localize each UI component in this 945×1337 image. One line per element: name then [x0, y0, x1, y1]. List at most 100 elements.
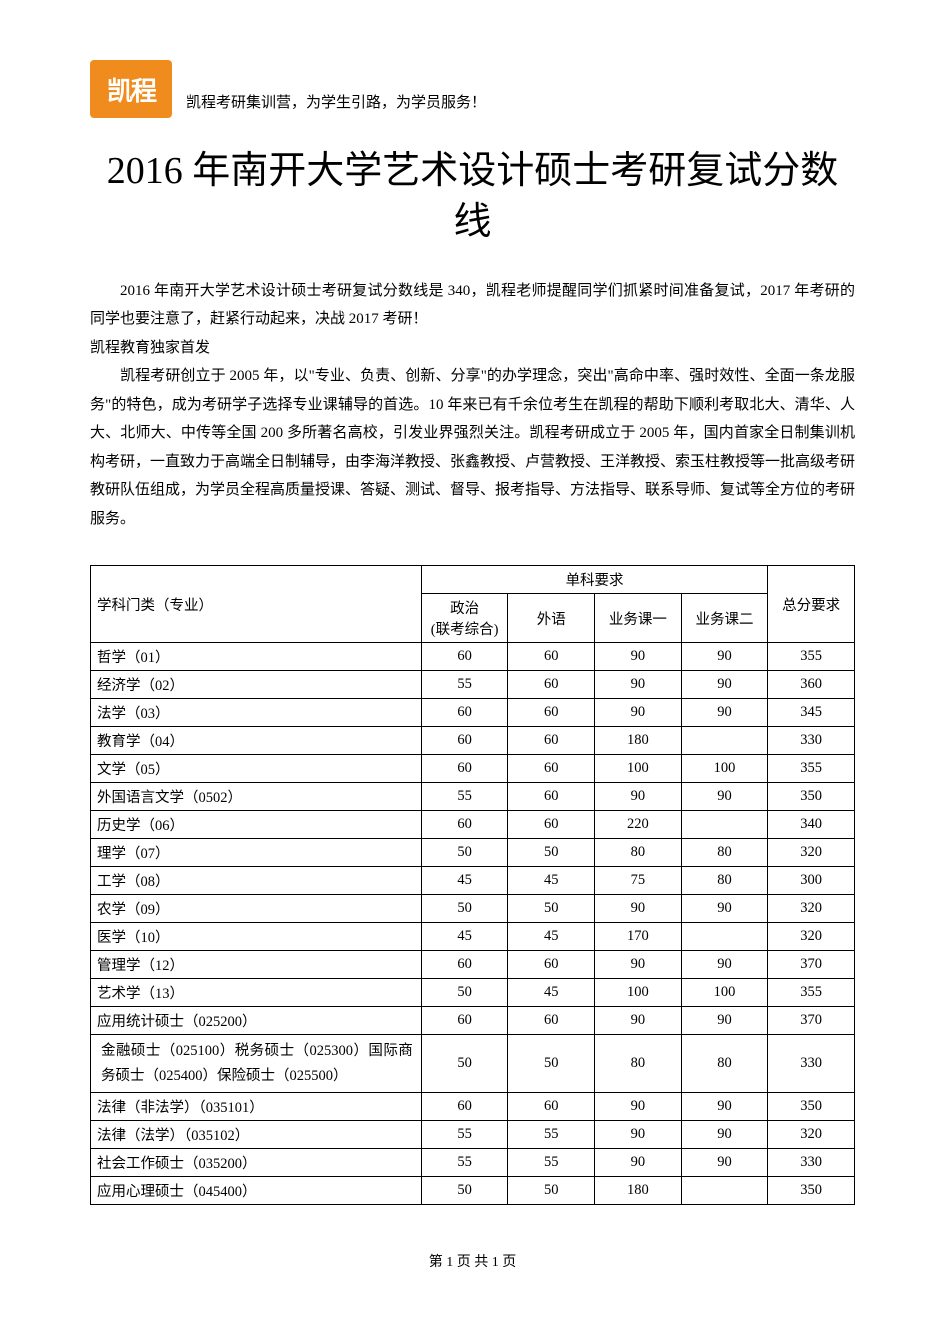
cell-total: 330	[768, 1149, 855, 1177]
table-row: 金融硕士（025100）税务硕士（025300）国际商务硕士（025400）保险…	[91, 1035, 855, 1093]
cell-c2: 60	[508, 1093, 595, 1121]
cell-c1: 50	[421, 895, 508, 923]
table-row: 历史学（06）6060220340	[91, 811, 855, 839]
cell-c4: 100	[681, 979, 768, 1007]
body-text: 2016 年南开大学艺术设计硕士考研复试分数线是 340，凯程老师提醒同学们抓紧…	[90, 277, 855, 534]
table-row: 艺术学（13）5045100100355	[91, 979, 855, 1007]
sub-heading: 凯程教育独家首发	[90, 334, 855, 363]
cell-subject: 医学（10）	[91, 923, 422, 951]
header-subject: 学科门类（专业）	[91, 566, 422, 643]
intro-text: 2016 年南开大学艺术设计硕士考研复试分数线是 340，凯程老师提醒同学们抓紧…	[90, 283, 855, 328]
table-row: 应用心理硕士（045400）5050180350	[91, 1177, 855, 1205]
cell-c4	[681, 923, 768, 951]
cell-c4: 90	[681, 1121, 768, 1149]
cell-c3: 90	[595, 643, 682, 671]
cell-total: 320	[768, 839, 855, 867]
cell-subject: 应用统计硕士（025200）	[91, 1007, 422, 1035]
table-row: 法律（非法学）（035101）60609090350	[91, 1093, 855, 1121]
table-body: 哲学（01）60609090355经济学（02）55609090360法学（03…	[91, 643, 855, 1205]
cell-c2: 45	[508, 923, 595, 951]
cell-total: 355	[768, 643, 855, 671]
cell-c3: 90	[595, 783, 682, 811]
cell-subject: 法学（03）	[91, 699, 422, 727]
cell-c4: 90	[681, 951, 768, 979]
cell-c4: 80	[681, 1035, 768, 1093]
cell-c2: 60	[508, 811, 595, 839]
cell-c1: 50	[421, 1177, 508, 1205]
page-title: 2016 年南开大学艺术设计硕士考研复试分数线	[90, 146, 855, 249]
cell-c1: 50	[421, 979, 508, 1007]
cell-c1: 45	[421, 923, 508, 951]
cell-c3: 75	[595, 867, 682, 895]
page-footer: 第 1 页 共 1 页	[90, 1251, 855, 1271]
cell-total: 360	[768, 671, 855, 699]
cell-subject: 应用心理硕士（045400）	[91, 1177, 422, 1205]
cell-c2: 45	[508, 979, 595, 1007]
cell-c3: 80	[595, 839, 682, 867]
table-row: 社会工作硕士（035200）55559090330	[91, 1149, 855, 1177]
cell-total: 345	[768, 699, 855, 727]
cell-total: 330	[768, 1035, 855, 1093]
cell-c1: 60	[421, 643, 508, 671]
cell-c3: 180	[595, 1177, 682, 1205]
cell-c3: 90	[595, 699, 682, 727]
cell-total: 320	[768, 923, 855, 951]
cell-c4: 90	[681, 1149, 768, 1177]
cell-c3: 220	[595, 811, 682, 839]
table-row: 法学（03）60609090345	[91, 699, 855, 727]
cell-total: 340	[768, 811, 855, 839]
header-col2: 外语	[508, 594, 595, 643]
cell-c3: 90	[595, 1149, 682, 1177]
table-row: 应用统计硕士（025200）60609090370	[91, 1007, 855, 1035]
cell-c4: 90	[681, 1093, 768, 1121]
cell-total: 370	[768, 1007, 855, 1035]
header-col1-line1: 政治	[450, 601, 479, 617]
cell-c4: 90	[681, 895, 768, 923]
cell-c1: 55	[421, 783, 508, 811]
table-row: 医学（10）4545170320	[91, 923, 855, 951]
cell-c3: 80	[595, 1035, 682, 1093]
table-head: 学科门类（专业） 单科要求 总分要求 政治 (联考综合) 外语 业务课一 业务课…	[91, 566, 855, 643]
cell-c1: 60	[421, 755, 508, 783]
cell-subject: 法律（非法学）（035101）	[91, 1093, 422, 1121]
cell-subject: 法律（法学）（035102）	[91, 1121, 422, 1149]
brand-tagline: 凯程考研集训营，为学生引路，为学员服务！	[186, 91, 486, 118]
cell-c2: 60	[508, 951, 595, 979]
cell-c1: 60	[421, 1093, 508, 1121]
brand-logo: 凯程	[90, 60, 172, 118]
cell-total: 330	[768, 727, 855, 755]
cell-c1: 50	[421, 839, 508, 867]
cell-c2: 50	[508, 839, 595, 867]
header-col4: 业务课二	[681, 594, 768, 643]
table-row: 教育学（04）6060180330	[91, 727, 855, 755]
cell-c2: 55	[508, 1121, 595, 1149]
cell-c3: 90	[595, 1121, 682, 1149]
cell-subject: 工学（08）	[91, 867, 422, 895]
cell-subject: 金融硕士（025100）税务硕士（025300）国际商务硕士（025400）保险…	[91, 1035, 422, 1093]
cell-c1: 50	[421, 1035, 508, 1093]
cell-c3: 100	[595, 979, 682, 1007]
cell-c3: 100	[595, 755, 682, 783]
cell-subject: 历史学（06）	[91, 811, 422, 839]
cell-total: 350	[768, 1177, 855, 1205]
header-total: 总分要求	[768, 566, 855, 643]
page-header: 凯程 凯程考研集训营，为学生引路，为学员服务！	[90, 60, 855, 118]
cell-c4: 90	[681, 671, 768, 699]
cell-c4: 90	[681, 643, 768, 671]
cell-c1: 60	[421, 699, 508, 727]
table-row: 外国语言文学（0502）55609090350	[91, 783, 855, 811]
cell-c3: 90	[595, 951, 682, 979]
company-text: 凯程考研创立于 2005 年，以"专业、负责、创新、分享"的办学理念，突出"高命…	[90, 368, 855, 527]
header-col3: 业务课一	[595, 594, 682, 643]
logo-text: 凯程	[107, 71, 155, 108]
cell-c2: 45	[508, 867, 595, 895]
cell-total: 370	[768, 951, 855, 979]
cell-total: 320	[768, 895, 855, 923]
company-paragraph: 凯程考研创立于 2005 年，以"专业、负责、创新、分享"的办学理念，突出"高命…	[90, 362, 855, 533]
cell-subject: 社会工作硕士（035200）	[91, 1149, 422, 1177]
cell-subject: 理学（07）	[91, 839, 422, 867]
cell-c4: 90	[681, 783, 768, 811]
intro-paragraph: 2016 年南开大学艺术设计硕士考研复试分数线是 340，凯程老师提醒同学们抓紧…	[90, 277, 855, 334]
cell-c1: 60	[421, 1007, 508, 1035]
cell-c4	[681, 727, 768, 755]
